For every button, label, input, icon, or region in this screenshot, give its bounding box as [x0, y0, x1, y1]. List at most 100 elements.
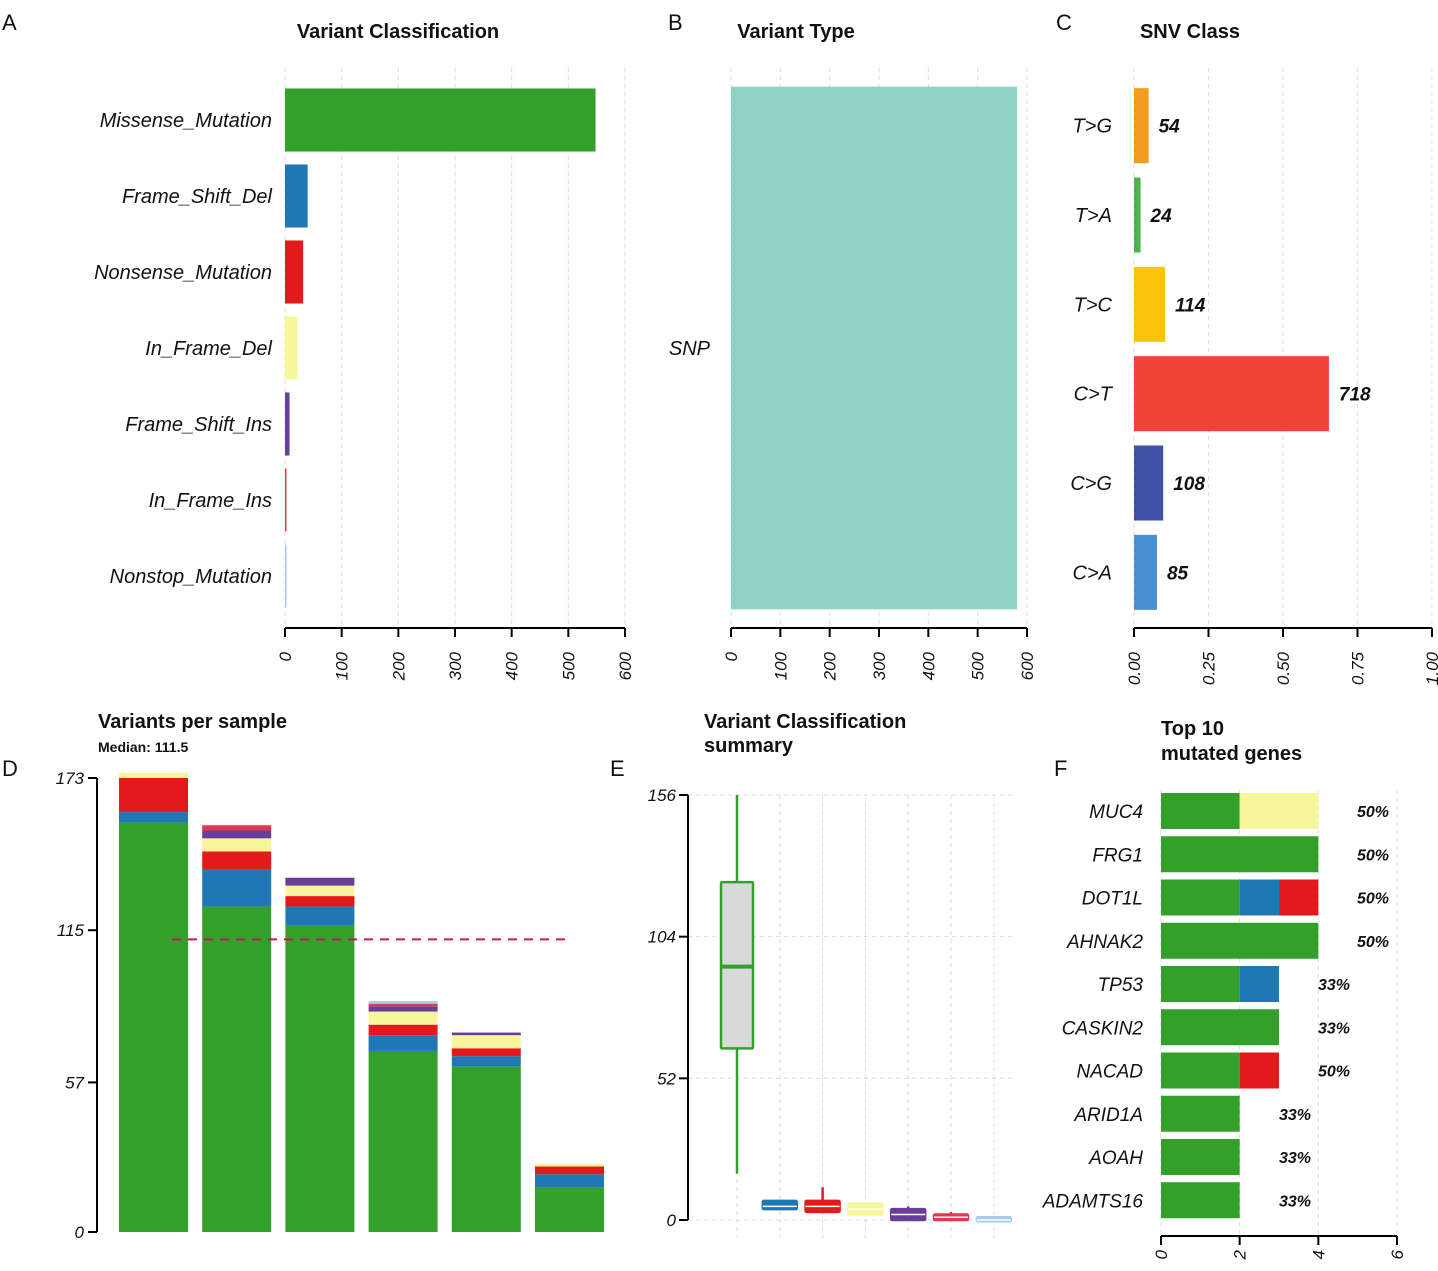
- gene-bar-segment: [1161, 1095, 1240, 1132]
- b-tick-label: 100: [771, 651, 790, 680]
- panel-c: C SNV Class T>G T>A T>C C>T C>G C>A 54 24 114 71…: [1056, 10, 1438, 685]
- a-bar: [285, 544, 287, 608]
- sample-bar-segment: [368, 1003, 438, 1007]
- gene-label: MUC4: [1089, 802, 1143, 823]
- a-tick-label: 500: [559, 651, 578, 680]
- panel-d: D Variants per sample Median: 111.5 0 57 1…: [2, 711, 604, 1242]
- b-bar: [731, 86, 1018, 610]
- gene-bar-segment: [1161, 1009, 1279, 1046]
- c-bar: [1134, 445, 1164, 521]
- c-tick-label: 0.25: [1200, 651, 1219, 685]
- panel-a-bars: [285, 88, 596, 608]
- panel-d-subtitle: Median: 111.5: [98, 739, 188, 755]
- c-tick-label: 0.50: [1274, 651, 1293, 685]
- a-bar: [285, 164, 308, 228]
- c-bar: [1134, 266, 1165, 342]
- gene-percent-label: 50%: [1357, 804, 1389, 821]
- sample-bar-segment: [202, 825, 272, 831]
- gene-label: AOAH: [1088, 1148, 1143, 1169]
- gene-label: ADAMTS16: [1042, 1191, 1144, 1212]
- sample-bar-segment: [285, 877, 355, 886]
- gene-label: ARID1A: [1073, 1105, 1143, 1126]
- c-bar: [1134, 88, 1149, 164]
- c-tick-label: 0.75: [1349, 651, 1368, 685]
- panel-label-e: E: [610, 756, 625, 781]
- e-tick-label: 156: [648, 786, 677, 805]
- c-bar: [1134, 534, 1157, 610]
- b-tick-label: 200: [821, 651, 840, 681]
- panel-d-title: Variants per sample: [98, 711, 287, 733]
- gene-bar-segment: [1161, 966, 1240, 1002]
- f-tick-label: 4: [1309, 1250, 1328, 1259]
- gene-bar-segment: [1279, 879, 1319, 916]
- panel-b-title: Variant Type: [737, 21, 854, 43]
- gene-label: TP53: [1098, 975, 1144, 996]
- a-bar: [285, 88, 596, 152]
- panel-f-bars: [1161, 793, 1319, 1219]
- sample-bar-segment: [202, 830, 272, 839]
- panel-label-a: A: [2, 10, 17, 35]
- sample-bar-segment: [535, 1187, 604, 1232]
- panel-d-bars: [119, 772, 604, 1232]
- gene-bar-segment: [1161, 879, 1240, 916]
- panel-b: B Variant Type SNP 0 100 200 300 400 500 600: [668, 10, 1037, 681]
- a-bar: [285, 240, 304, 304]
- panel-label-b: B: [668, 10, 683, 35]
- gene-label: AHNAK2: [1066, 932, 1143, 953]
- sample-bar-segment: [285, 924, 355, 1232]
- gene-label: FRG1: [1092, 845, 1143, 866]
- panel-label-d: D: [2, 756, 18, 781]
- gene-bar-segment: [1239, 966, 1279, 1002]
- sample-bar-segment: [202, 838, 272, 852]
- c-value-label: 24: [1150, 206, 1173, 227]
- c-category-label: C>T: [1074, 384, 1114, 406]
- panel-c-x-ticks: 0.00 0.25 0.50 0.75 1.00: [1125, 628, 1438, 685]
- gene-percent-label: 33%: [1318, 977, 1350, 994]
- c-category-label: C>G: [1070, 473, 1112, 495]
- a-category-label: Nonstop_Mutation: [110, 566, 272, 588]
- a-bar: [285, 392, 290, 456]
- sample-bar-segment: [119, 812, 188, 823]
- b-tick-label: 600: [1018, 651, 1037, 680]
- panel-a-x-ticks: 0 100 200 300 400 500 600: [276, 628, 635, 681]
- gene-bar-segment: [1161, 836, 1319, 873]
- sample-bar-segment: [285, 906, 355, 925]
- gene-percent-label: 50%: [1357, 847, 1389, 864]
- d-tick-label: 57: [65, 1073, 84, 1092]
- c-tick-label: 1.00: [1423, 651, 1438, 685]
- sample-bar-segment: [451, 1032, 521, 1036]
- gene-bar-segment: [1239, 1052, 1279, 1089]
- c-value-label: 718: [1339, 385, 1371, 406]
- d-tick-label: 0: [75, 1223, 85, 1242]
- a-tick-label: 600: [616, 651, 635, 680]
- a-tick-label: 200: [389, 651, 408, 681]
- f-tick-label: 0: [1152, 1249, 1171, 1259]
- gene-label: DOT1L: [1082, 889, 1143, 910]
- panel-f-x-ticks: 0 2 4 6: [1152, 1236, 1407, 1260]
- panel-f-percent-labels: 50% 50% 50% 50% 33% 33% 50% 33% 33% 33%: [1279, 804, 1389, 1210]
- gene-percent-label: 33%: [1318, 1020, 1350, 1037]
- gene-percent-label: 33%: [1279, 1150, 1311, 1167]
- gene-bar-segment: [1161, 1182, 1240, 1219]
- gene-percent-label: 50%: [1357, 934, 1389, 951]
- panel-b-bars: [731, 86, 1018, 610]
- e-tick-label: 52: [657, 1069, 676, 1088]
- b-tick-label: 500: [969, 651, 988, 680]
- gene-bar-segment: [1239, 879, 1279, 916]
- panel-c-category-labels: T>G T>A T>C C>T C>G C>A: [1070, 116, 1113, 585]
- e-tick-label: 0: [667, 1211, 677, 1230]
- sample-bar-segment: [285, 885, 355, 897]
- panel-e: E Variant Classification summary 0 52 104 1…: [610, 711, 1015, 1238]
- c-value-label: 108: [1173, 474, 1205, 495]
- panel-e-boxes: [719, 795, 1013, 1223]
- sample-bar-segment: [451, 1066, 521, 1232]
- box-body: [761, 1199, 799, 1211]
- sample-bar-segment: [451, 1035, 521, 1049]
- gene-percent-label: 33%: [1279, 1193, 1311, 1210]
- panel-a-title: Variant Classification: [297, 21, 499, 43]
- panel-f-title-line-1: Top 10: [1161, 718, 1224, 740]
- sample-bar-segment: [202, 906, 272, 1232]
- panel-f: F Top 10 mutated genes MUC4 FRG1 DOT1L AHNA…: [1042, 718, 1407, 1260]
- f-tick-label: 2: [1231, 1249, 1250, 1260]
- a-bar: [285, 316, 298, 380]
